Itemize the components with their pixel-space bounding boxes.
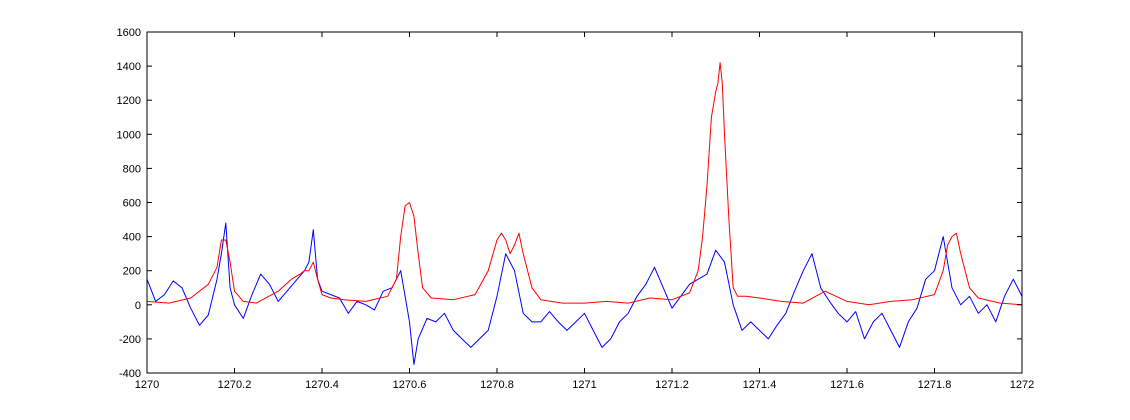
y-tick-label: 400 <box>123 232 141 244</box>
series-line-1 <box>146 222 1023 365</box>
series-layer <box>146 62 1023 365</box>
x-tick-label: 1270.2 <box>218 379 252 391</box>
x-tick-label: 1271.2 <box>655 379 689 391</box>
x-tick-label: 1270.6 <box>393 379 427 391</box>
x-tick-label: 1271.8 <box>918 379 952 391</box>
x-tick-label: 1271.6 <box>830 379 864 391</box>
series-line-2 <box>146 62 1023 306</box>
y-tick-label: 1200 <box>117 95 141 107</box>
y-tick-label: -200 <box>119 334 141 346</box>
y-tick-label: 600 <box>123 198 141 210</box>
x-tick-label: 1271 <box>572 379 596 391</box>
y-tick-label: 800 <box>123 163 141 175</box>
tick-layer: 1270 1270.2 1270.4 1270.6 1270.8 1271 1271.2 12… <box>117 27 1035 391</box>
y-tick-label: 1400 <box>117 61 141 73</box>
x-tick-label: 1270.4 <box>305 379 339 391</box>
y-tick-label: -400 <box>119 368 141 380</box>
x-tick-label: 1272 <box>1010 379 1034 391</box>
y-tick-label: 1600 <box>117 27 141 39</box>
x-tick-label: 1270.8 <box>480 379 514 391</box>
x-tick-label: 1271.4 <box>743 379 777 391</box>
y-tick-label: 200 <box>123 266 141 278</box>
x-tick-label: 1270 <box>135 379 159 391</box>
y-tick-label: 0 <box>135 300 141 312</box>
y-tick-label: 1000 <box>117 129 141 141</box>
